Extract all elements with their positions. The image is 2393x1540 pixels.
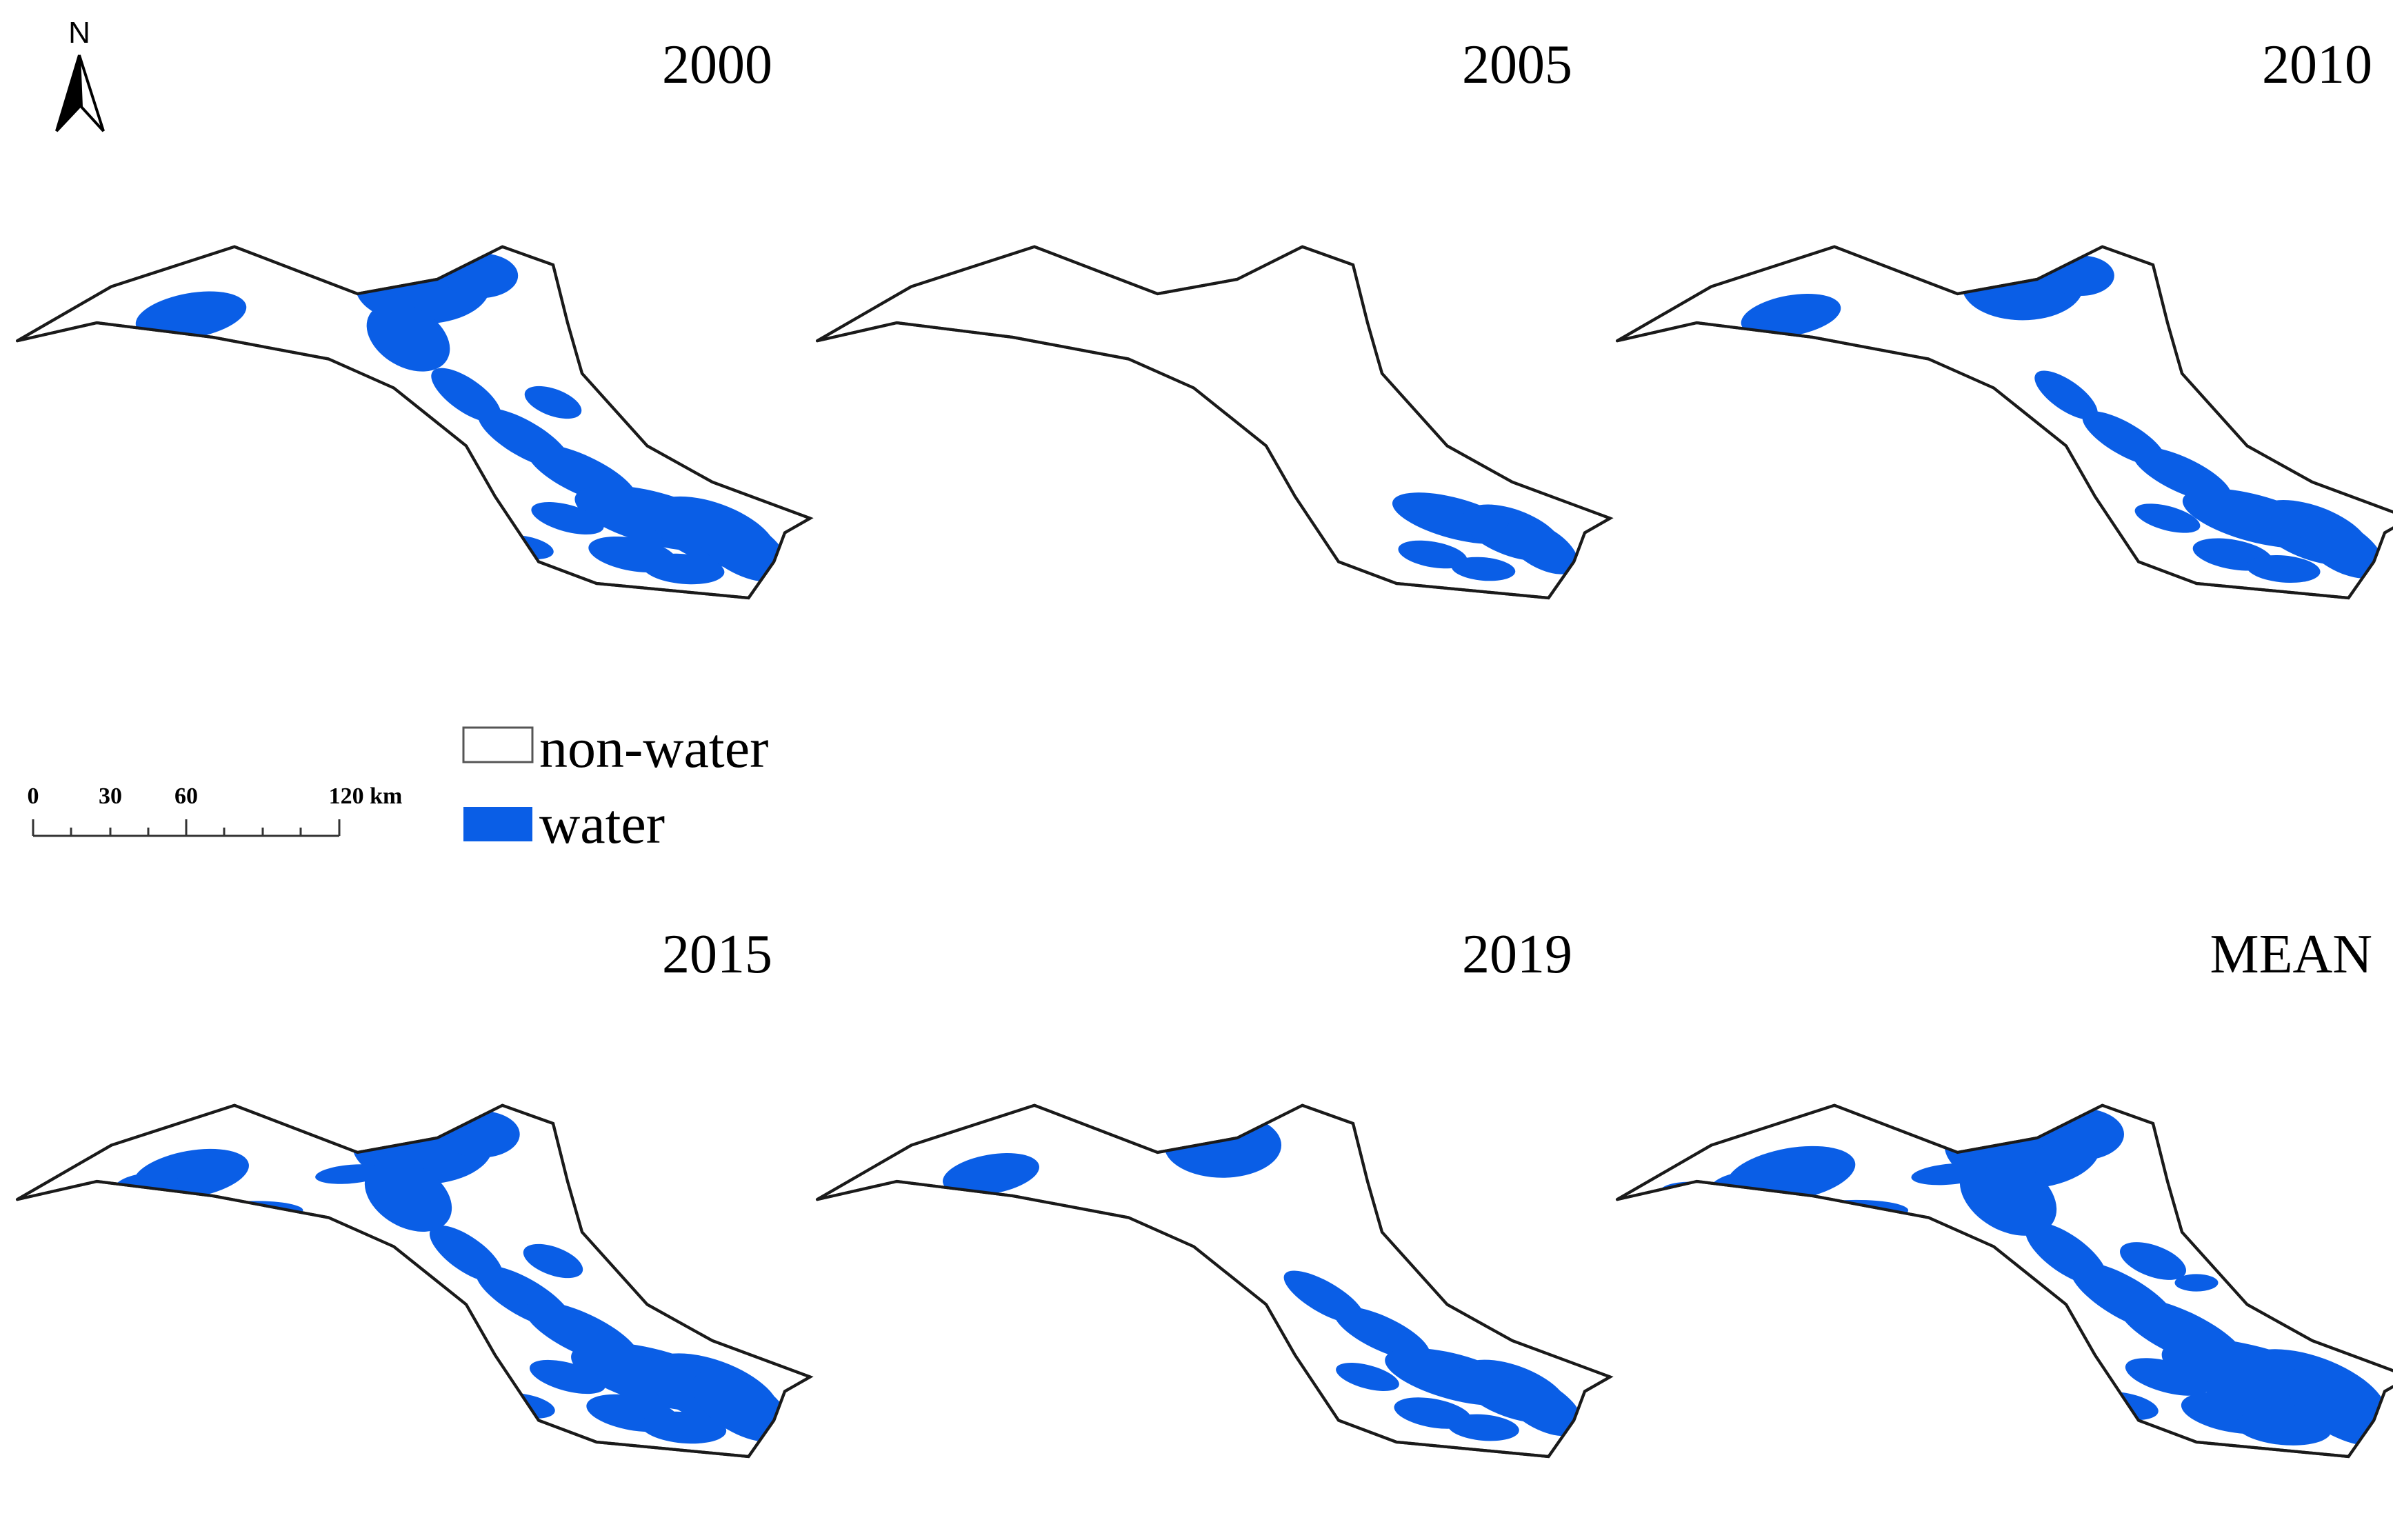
- water-patch: [1504, 520, 1579, 574]
- water-patch: [1659, 1181, 1721, 1203]
- scale-tick-label-60: 60: [174, 783, 198, 809]
- panel-title-2019: 2019: [1462, 924, 1572, 985]
- water-patch: [529, 1359, 606, 1394]
- map-panels: 2000 2005 2010 2015 2019 MEAN: [17, 34, 2393, 1463]
- scale-tick-label-0: 0: [28, 783, 39, 809]
- water-patch: [2299, 516, 2384, 579]
- water-patch: [1500, 1375, 1583, 1437]
- water-patch: [531, 502, 604, 534]
- scale-tick-label-30: 30: [99, 783, 122, 809]
- map-panel-2015: [17, 1106, 810, 1457]
- legend-label-water: water: [539, 792, 665, 855]
- water-patch: [692, 1369, 791, 1443]
- water-area: [1659, 1105, 2393, 1446]
- map-panel-2005: [817, 247, 1610, 598]
- water-patch: [2174, 1274, 2219, 1292]
- water-patch: [2235, 1410, 2332, 1446]
- water-patch: [2246, 554, 2321, 583]
- north-arrow-white-half: [78, 54, 105, 132]
- water-patch: [2125, 1358, 2210, 1396]
- water-patch: [943, 1152, 1039, 1196]
- legend-label-non-water: non-water: [539, 717, 768, 779]
- water-patch: [640, 1411, 727, 1444]
- water-patch: [694, 512, 789, 582]
- north-arrow: N: [55, 16, 105, 132]
- north-arrow-black-half: [55, 54, 81, 132]
- water-patch: [1334, 1306, 1430, 1361]
- water-patch: [1451, 557, 1516, 581]
- water-patch: [642, 553, 725, 585]
- water-patch: [2047, 255, 2114, 297]
- water-area: [1392, 492, 1579, 581]
- scale-bar-line: [32, 819, 341, 837]
- panel-title-2005: 2005: [1462, 34, 1572, 95]
- map-panel-2000: [17, 247, 810, 598]
- water-patch: [135, 291, 247, 340]
- scale-bar: 0 30 60 120 km: [28, 783, 403, 837]
- water-area: [943, 1112, 1583, 1441]
- water-patch: [443, 253, 519, 299]
- water-patch: [2134, 503, 2201, 533]
- water-patch: [524, 386, 582, 419]
- water-patch: [441, 1110, 520, 1158]
- panel-title-mean: MEAN: [2210, 924, 2372, 985]
- water-patch: [1398, 540, 1468, 569]
- water-patch: [366, 303, 450, 372]
- map-panel-2019: [817, 1106, 1610, 1457]
- water-patch: [1163, 1112, 1282, 1178]
- water-patch: [315, 1164, 386, 1184]
- water-patch: [1911, 1163, 1990, 1186]
- legend-swatch-non-water: [462, 726, 534, 763]
- water-patch: [364, 1160, 452, 1232]
- water-patch: [2120, 1242, 2186, 1280]
- water-patch: [2034, 370, 2098, 420]
- map-panel-mean: [1617, 1102, 2393, 1463]
- water-patch: [1336, 1363, 1399, 1391]
- legend-swatch-water: [463, 807, 532, 841]
- panel-title-2015: 2015: [662, 924, 772, 985]
- legend: non-water water: [462, 717, 768, 855]
- scale-tick-label-120: 120 km: [329, 783, 403, 809]
- water-patch: [1741, 293, 1841, 338]
- panel-title-2000: 2000: [662, 34, 772, 95]
- north-arrow-label: N: [68, 16, 90, 50]
- map-panel-2010: [1617, 247, 2393, 598]
- water-patch: [431, 368, 501, 423]
- water-patch: [523, 1243, 583, 1279]
- water-patch: [1448, 1414, 1519, 1441]
- panel-title-2010: 2010: [2262, 34, 2372, 95]
